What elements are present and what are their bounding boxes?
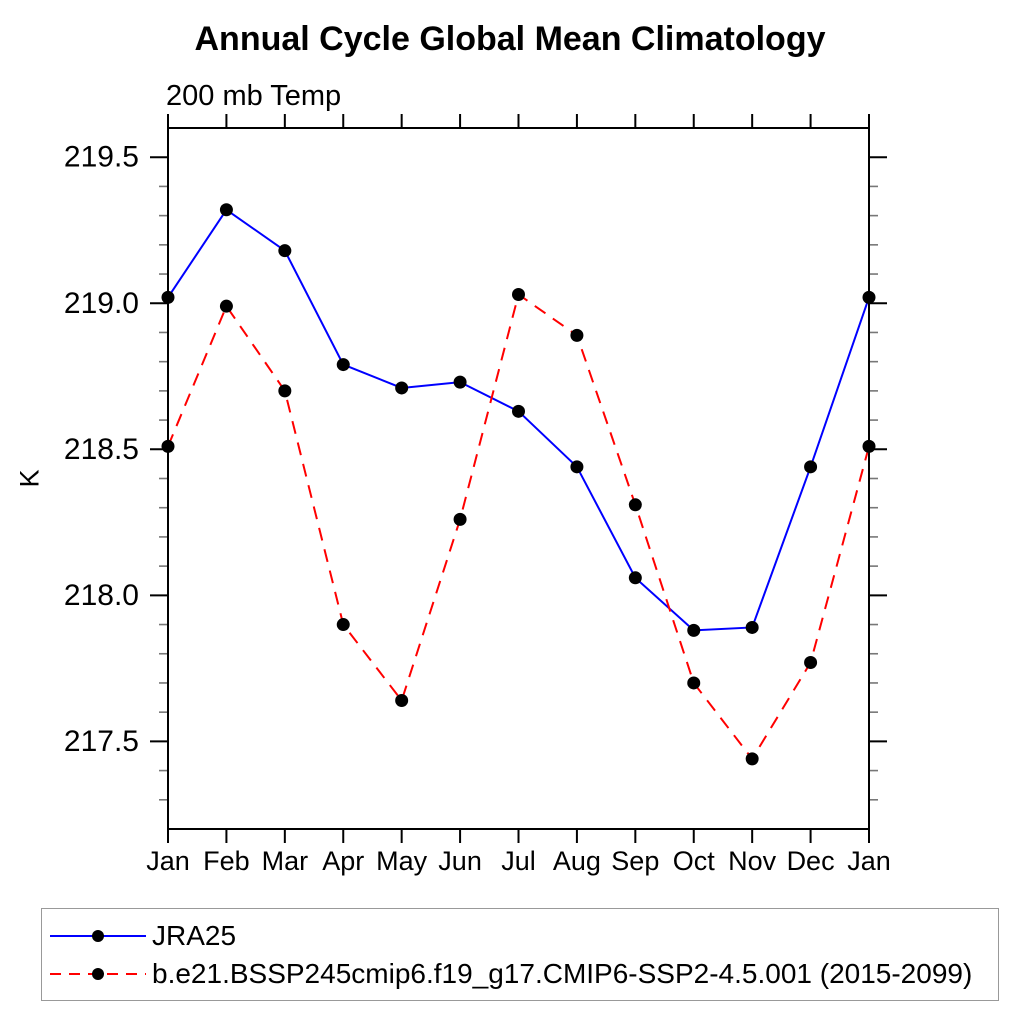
svg-text:217.5: 217.5: [64, 725, 139, 758]
svg-text:Sep: Sep: [611, 846, 659, 876]
svg-text:Mar: Mar: [262, 846, 309, 876]
svg-text:Jan: Jan: [146, 846, 190, 876]
svg-text:Nov: Nov: [728, 846, 777, 876]
svg-text:Oct: Oct: [673, 846, 716, 876]
svg-text:Aug: Aug: [553, 846, 601, 876]
svg-text:May: May: [376, 846, 428, 876]
svg-text:219.5: 219.5: [64, 141, 139, 174]
svg-text:Jan: Jan: [847, 846, 891, 876]
svg-text:Jun: Jun: [438, 846, 482, 876]
legend: JRA25 b.e21.BSSP245cmip6.f19_g17.CMIP6-S…: [41, 908, 999, 1001]
svg-text:218.0: 218.0: [64, 579, 139, 612]
legend-swatch-dashed-line-icon: [50, 967, 146, 980]
chart-subtitle: 200 mb Temp: [166, 80, 342, 112]
svg-text:219.0: 219.0: [64, 287, 139, 320]
chart-title: Annual Cycle Global Mean Climatology: [194, 20, 826, 58]
svg-text:Dec: Dec: [787, 846, 835, 876]
svg-text:218.5: 218.5: [64, 433, 139, 466]
svg-text:Feb: Feb: [203, 846, 250, 876]
legend-swatch-solid-line-icon: [50, 929, 146, 942]
legend-label-jra25: JRA25: [152, 919, 237, 951]
legend-item-model: b.e21.BSSP245cmip6.f19_g17.CMIP6-SSP2-4.…: [48, 956, 998, 992]
legend-label-model: b.e21.BSSP245cmip6.f19_g17.CMIP6-SSP2-4.…: [152, 957, 973, 989]
legend-item-jra25: JRA25: [48, 918, 998, 954]
svg-text:Apr: Apr: [322, 846, 364, 876]
svg-text:Jul: Jul: [501, 846, 536, 876]
